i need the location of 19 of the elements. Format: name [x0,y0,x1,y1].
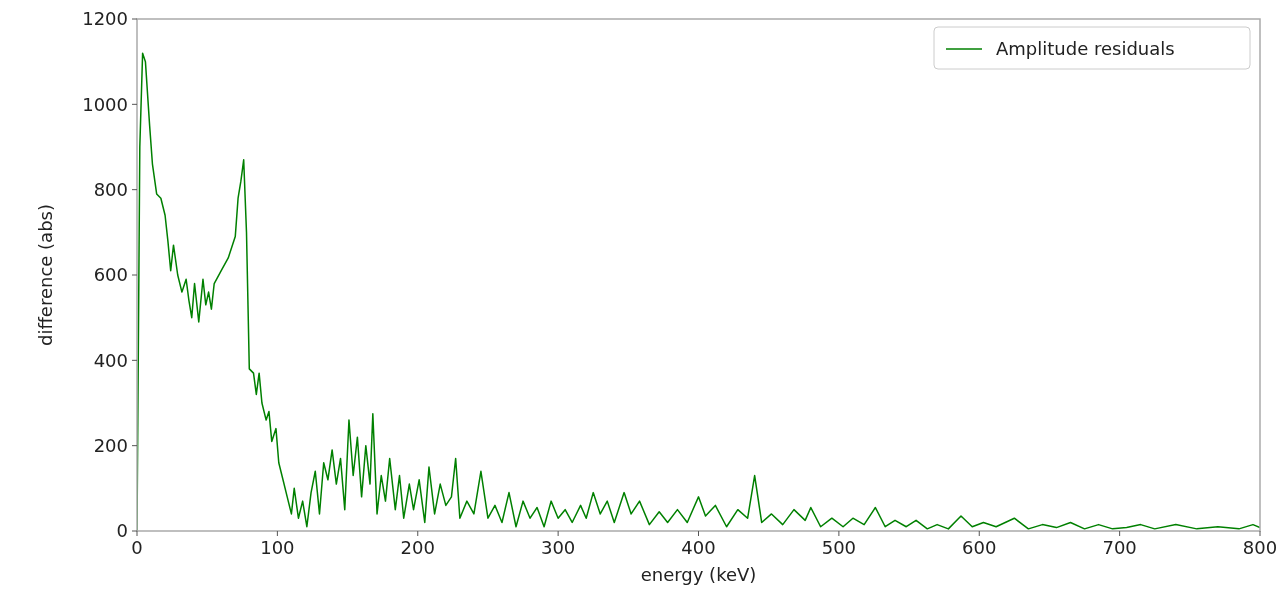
x-tick-label: 800 [1242,537,1278,558]
y-tick-label: 800 [93,178,128,200]
y-tick-label: 400 [93,349,128,371]
x-tick-label: 700 [1102,537,1137,558]
y-tick-label: 0 [116,520,128,542]
x-tick-label: 0 [131,537,143,558]
y-tick-label: 200 [93,434,128,456]
y-tick-label: 600 [93,264,128,286]
x-tick-label: 300 [540,537,576,558]
x-tick-label: 200 [400,537,435,558]
y-axis-title: difference (abs) [35,204,56,346]
legend-label: Amplitude residuals [996,38,1175,60]
y-tick-label: 1200 [82,8,128,30]
x-tick-label: 500 [821,537,857,558]
x-tick-label: 400 [681,537,716,558]
x-tick-label: 600 [962,537,997,558]
y-tick-label: 1000 [82,93,128,115]
x-tick-label: 100 [260,537,295,558]
x-axis-title: energy (keV) [640,564,757,585]
